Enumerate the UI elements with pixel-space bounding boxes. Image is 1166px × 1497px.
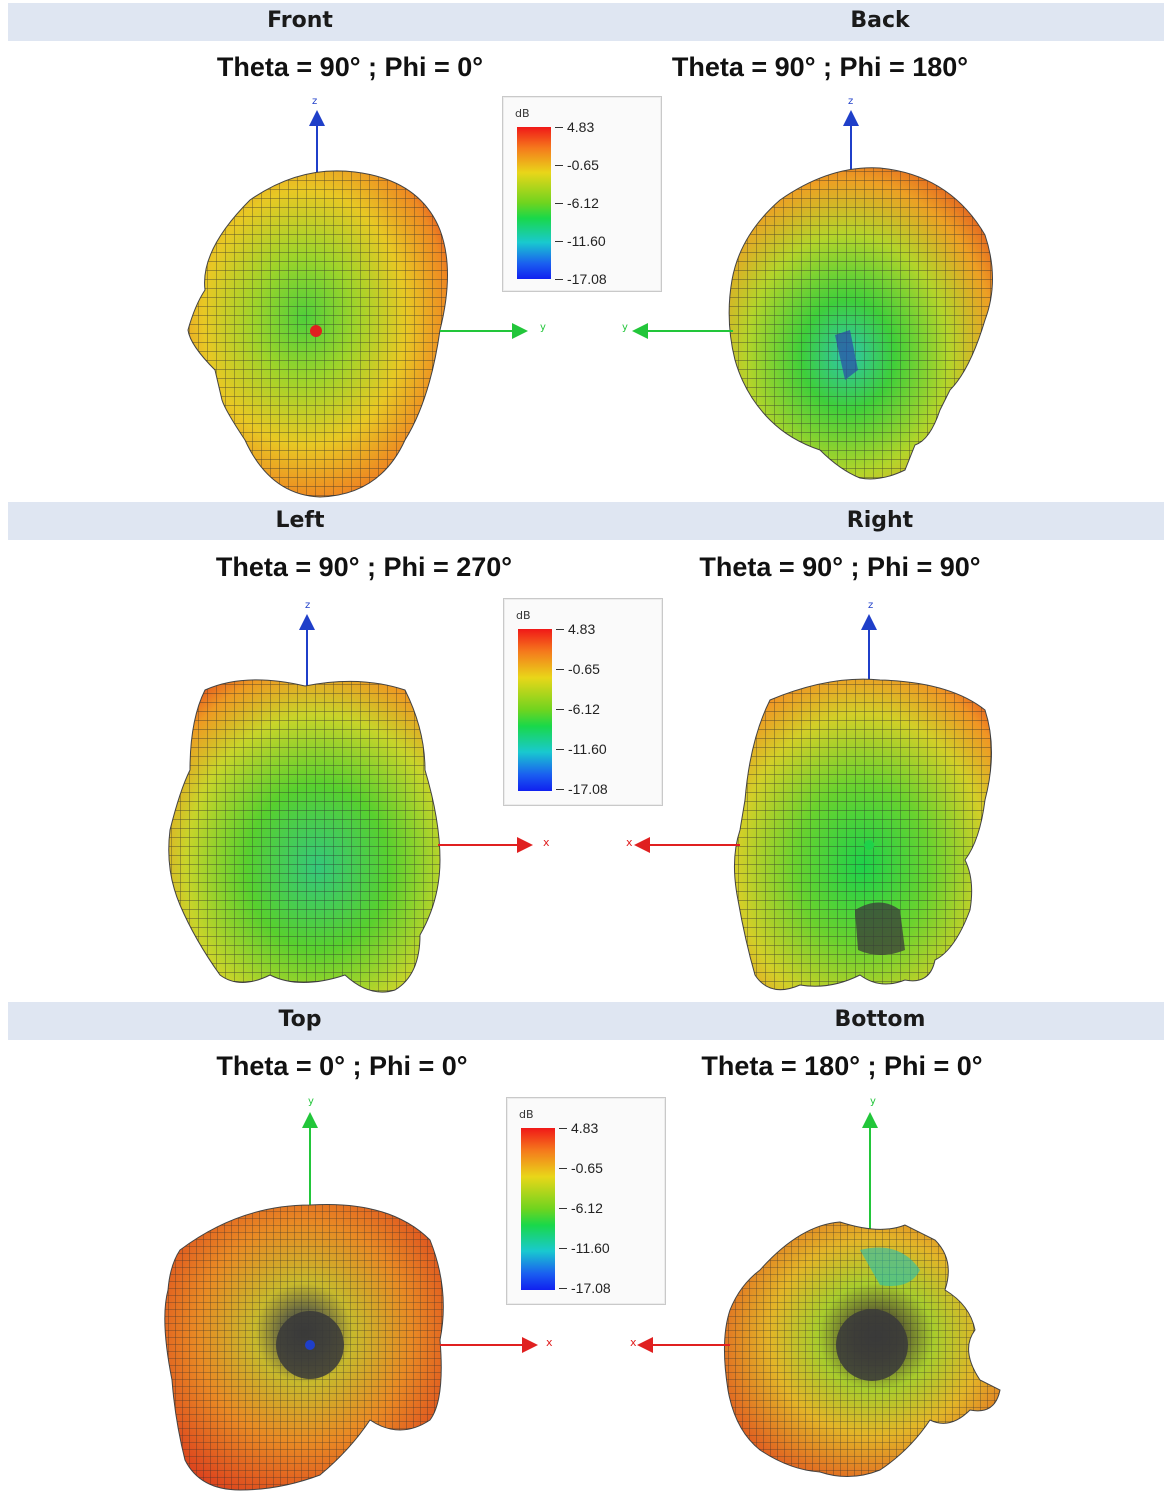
axis-label-front-z: z (312, 96, 317, 107)
axis-label-back-z: z (848, 96, 853, 107)
axis-label-front-y: y (540, 322, 546, 333)
axis-label-right-z: z (868, 600, 873, 611)
pattern-back (640, 118, 993, 479)
axis-label-left-x: x (543, 836, 550, 849)
axis-label-right-x: x (626, 836, 633, 849)
axis-label-top-x: x (546, 1336, 553, 1349)
pattern-top (165, 1120, 530, 1490)
pattern-right (642, 622, 992, 990)
pattern-left (169, 622, 525, 992)
axis-label-back-y: y (622, 322, 628, 333)
axis-label-left-z: z (305, 600, 310, 611)
axis-label-bottom-y: y (870, 1096, 876, 1107)
axis-label-bottom-x: x (630, 1336, 637, 1349)
pattern-front (188, 118, 520, 497)
pattern-bottom (645, 1120, 1000, 1477)
axis-label-top-y: y (308, 1096, 314, 1107)
